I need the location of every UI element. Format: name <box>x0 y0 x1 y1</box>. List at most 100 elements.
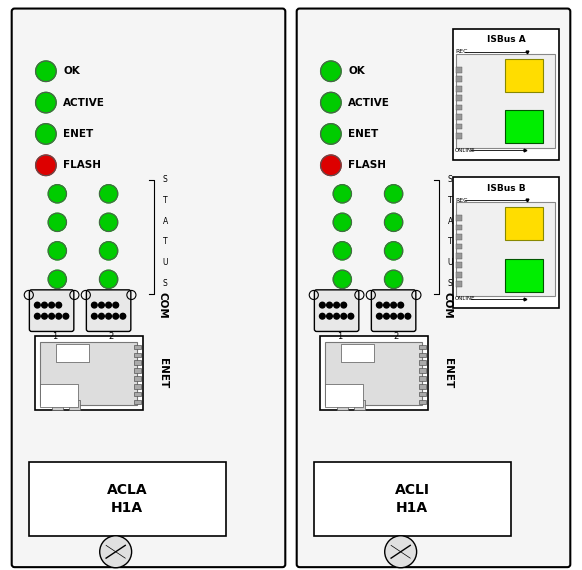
Circle shape <box>91 314 97 319</box>
Text: ENET: ENET <box>443 358 453 389</box>
Bar <box>419 360 426 365</box>
FancyBboxPatch shape <box>314 290 359 332</box>
Circle shape <box>49 314 55 319</box>
Bar <box>134 353 141 357</box>
Circle shape <box>321 155 341 176</box>
Text: T: T <box>163 196 168 205</box>
Bar <box>505 111 544 144</box>
Text: T: T <box>163 237 168 246</box>
Circle shape <box>320 314 325 319</box>
Text: REC: REC <box>456 198 468 202</box>
Bar <box>505 259 544 292</box>
Bar <box>456 67 462 73</box>
Circle shape <box>36 61 56 82</box>
Bar <box>456 124 462 129</box>
Circle shape <box>333 242 352 260</box>
Bar <box>40 384 78 407</box>
Bar <box>29 462 226 536</box>
Circle shape <box>385 536 417 568</box>
Text: ACLI
H1A: ACLI H1A <box>395 483 430 515</box>
Circle shape <box>63 314 69 319</box>
Bar <box>314 462 511 536</box>
Bar <box>134 400 141 404</box>
Circle shape <box>333 270 352 288</box>
Bar <box>34 336 143 410</box>
Circle shape <box>106 302 111 308</box>
Circle shape <box>385 242 403 260</box>
Bar <box>456 105 462 111</box>
Circle shape <box>98 314 104 319</box>
Bar <box>456 114 462 120</box>
Text: T: T <box>448 196 452 205</box>
Circle shape <box>398 302 403 308</box>
Bar <box>341 344 374 363</box>
Text: ONLINE: ONLINE <box>455 148 475 153</box>
FancyBboxPatch shape <box>297 9 570 567</box>
Text: ACLA
H1A: ACLA H1A <box>107 483 148 515</box>
Text: S: S <box>448 175 452 184</box>
Text: COM: COM <box>158 292 168 318</box>
Text: S: S <box>163 279 168 288</box>
Bar <box>453 177 559 308</box>
Bar <box>134 384 141 389</box>
Circle shape <box>333 213 352 231</box>
Text: U: U <box>163 258 168 267</box>
Text: ENET: ENET <box>63 129 93 139</box>
Bar <box>69 400 80 410</box>
Circle shape <box>49 302 55 308</box>
Bar <box>456 76 462 82</box>
Circle shape <box>385 270 403 288</box>
Text: T: T <box>448 237 452 246</box>
Bar <box>336 400 348 410</box>
Text: ENET: ENET <box>348 129 378 139</box>
Bar <box>456 225 462 230</box>
Bar <box>325 342 422 405</box>
Bar <box>56 344 88 363</box>
Circle shape <box>321 124 341 144</box>
Circle shape <box>384 302 389 308</box>
Text: S: S <box>163 175 168 184</box>
Circle shape <box>100 242 118 260</box>
Circle shape <box>333 314 339 319</box>
Text: A: A <box>163 217 168 226</box>
Text: FLASH: FLASH <box>348 160 386 170</box>
Circle shape <box>48 242 66 260</box>
Bar <box>134 368 141 373</box>
Text: 1: 1 <box>337 332 342 341</box>
Circle shape <box>98 302 104 308</box>
Circle shape <box>385 185 403 203</box>
Circle shape <box>327 302 332 308</box>
Circle shape <box>100 536 132 568</box>
Circle shape <box>56 314 62 319</box>
Circle shape <box>333 185 352 203</box>
Bar <box>456 86 462 92</box>
Circle shape <box>56 302 62 308</box>
Text: S: S <box>448 279 452 288</box>
Circle shape <box>48 185 66 203</box>
Circle shape <box>120 314 126 319</box>
Circle shape <box>321 61 341 82</box>
Text: REC: REC <box>456 50 468 54</box>
Circle shape <box>36 155 56 176</box>
Circle shape <box>106 314 111 319</box>
Bar <box>456 95 462 101</box>
Circle shape <box>100 185 118 203</box>
Bar <box>419 400 426 404</box>
Circle shape <box>48 213 66 231</box>
Bar <box>320 336 428 410</box>
Circle shape <box>36 92 56 113</box>
Circle shape <box>42 314 47 319</box>
Bar <box>453 28 559 160</box>
Circle shape <box>384 314 389 319</box>
Circle shape <box>113 302 119 308</box>
Text: ISBus B: ISBus B <box>487 184 526 193</box>
Bar <box>456 262 462 268</box>
Circle shape <box>34 302 40 308</box>
Text: U: U <box>448 258 453 267</box>
Text: OK: OK <box>348 66 365 76</box>
Bar <box>134 345 141 349</box>
Bar <box>505 59 544 92</box>
Bar <box>456 202 555 296</box>
Circle shape <box>113 314 119 319</box>
Circle shape <box>48 270 66 288</box>
